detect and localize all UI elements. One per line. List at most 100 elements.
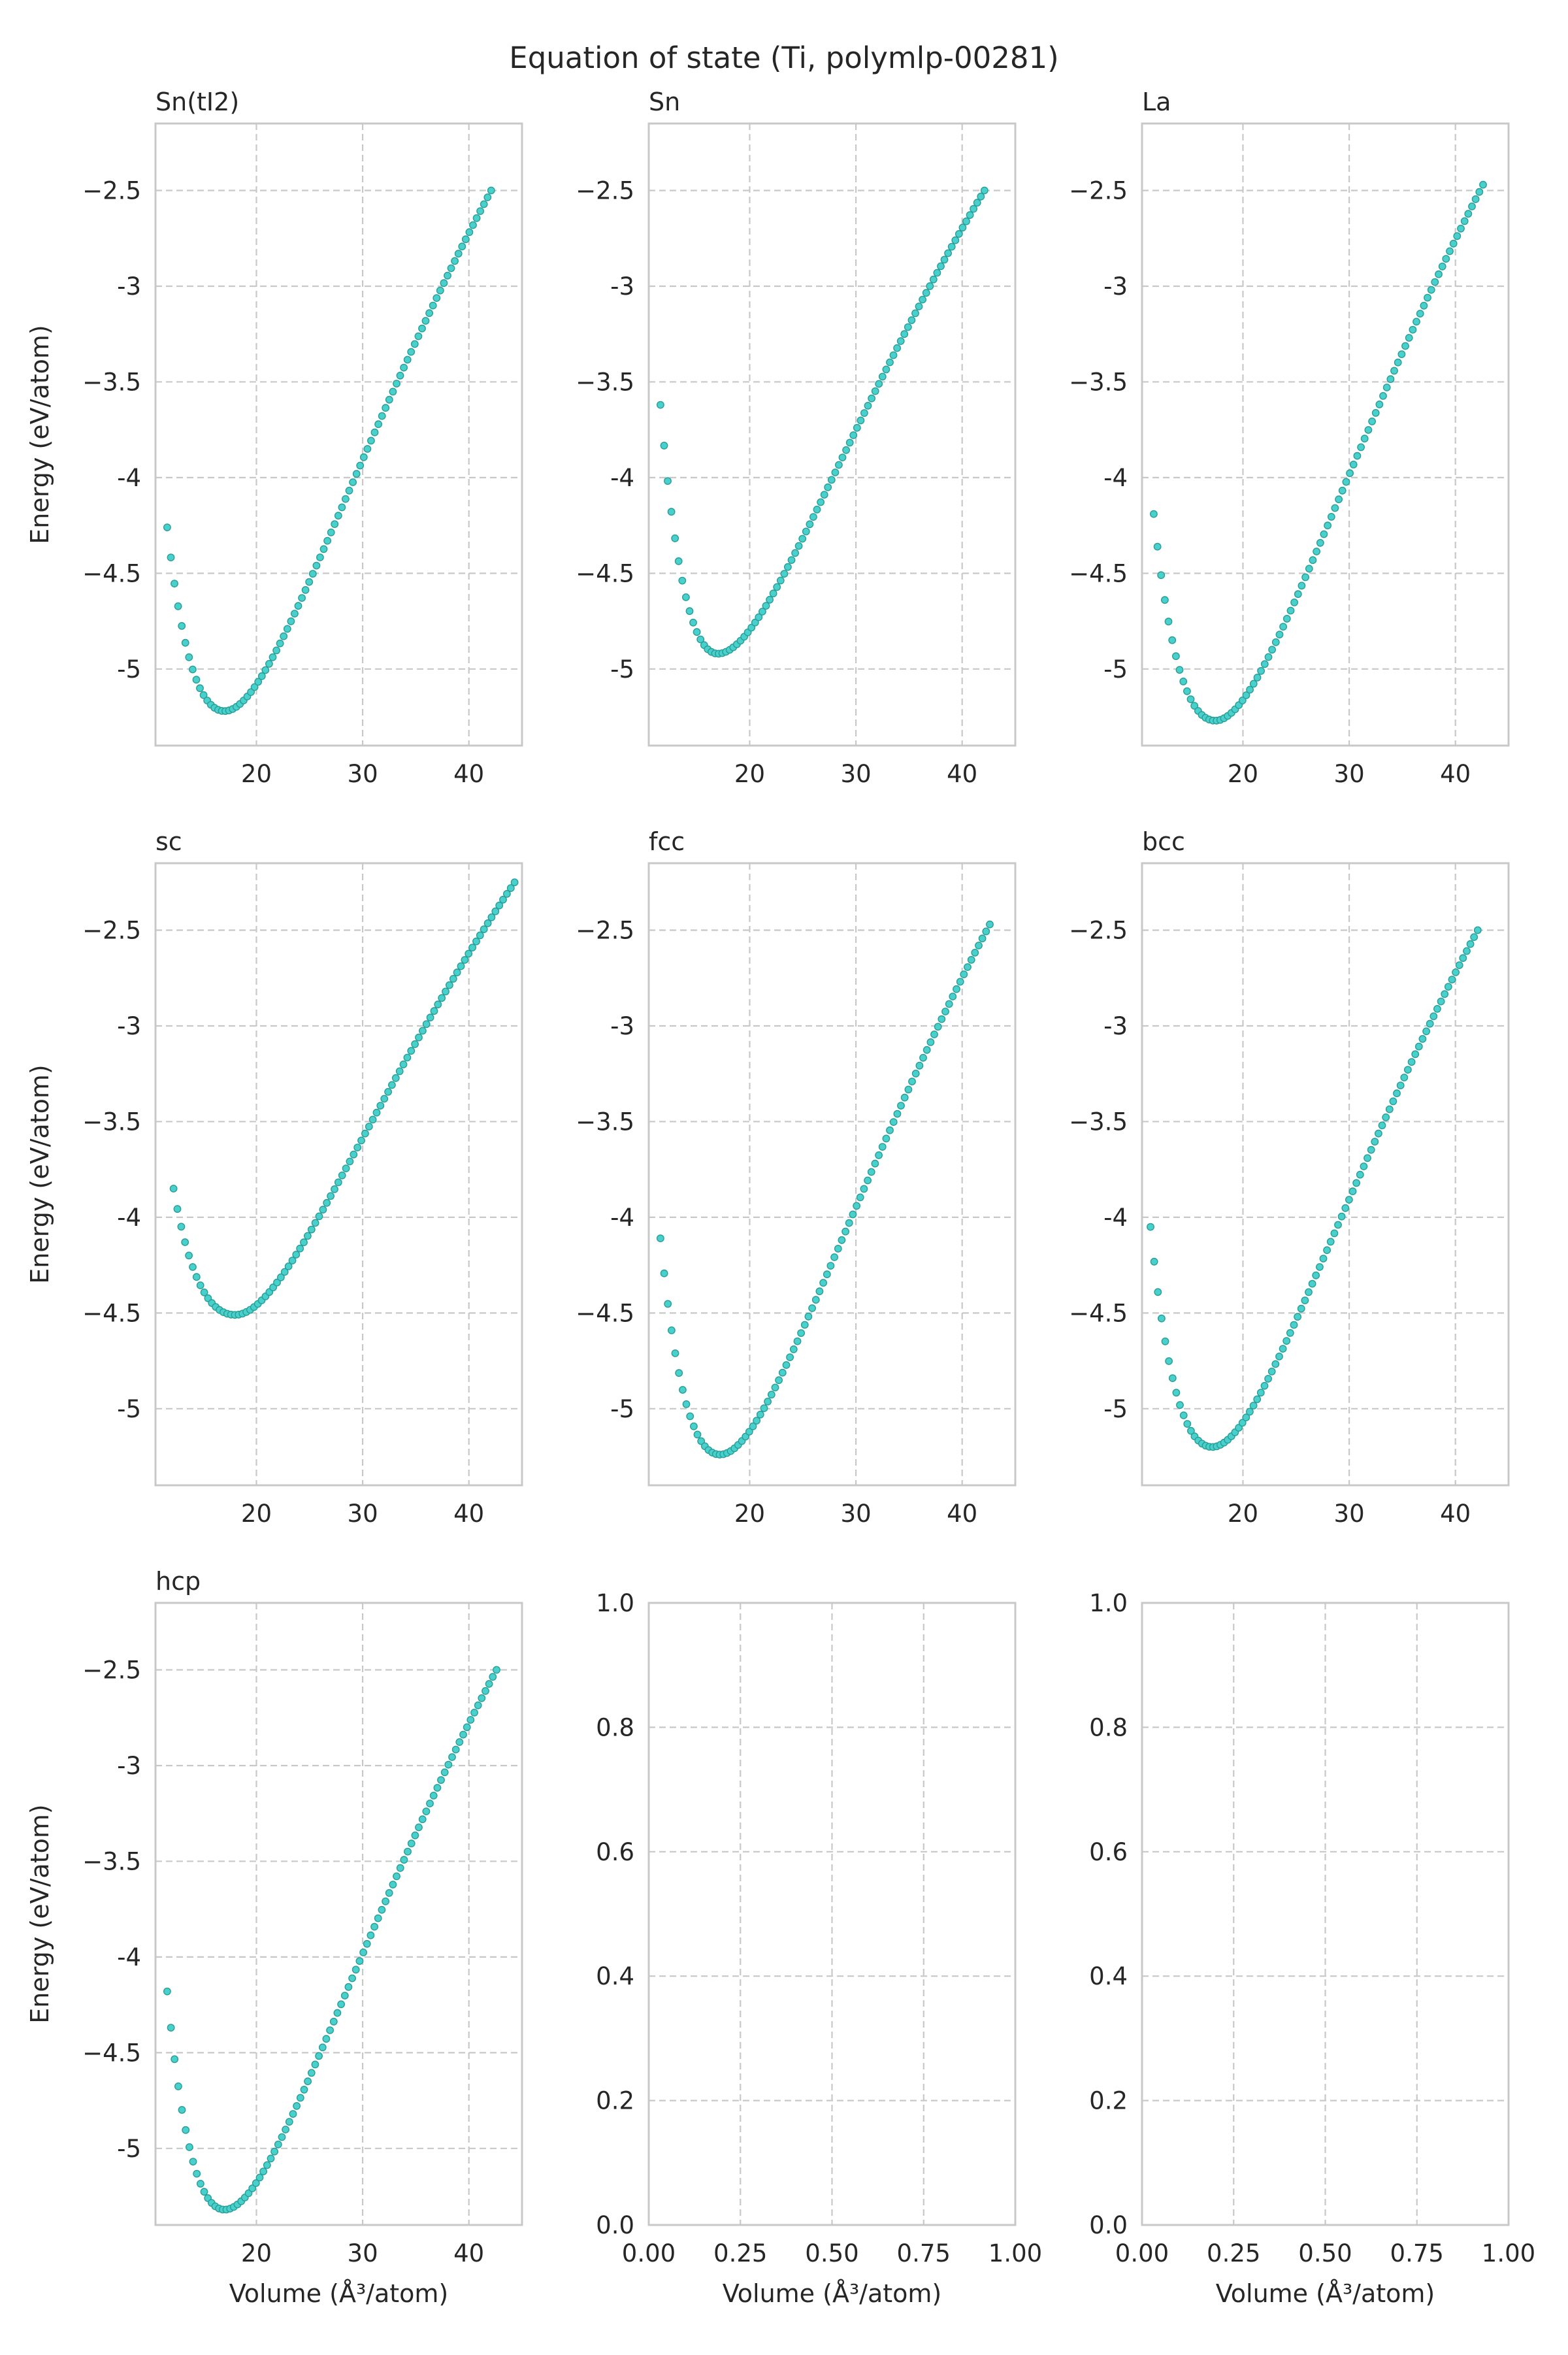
data-point: [485, 1680, 493, 1688]
data-point: [1471, 195, 1480, 203]
x-tick-label: 20: [734, 1500, 765, 1528]
data-point: [940, 255, 949, 264]
data-point: [487, 186, 495, 195]
data-point: [897, 1102, 905, 1110]
data-point: [422, 1807, 431, 1816]
data-point: [426, 1800, 434, 1807]
data-point: [842, 446, 851, 454]
data-point: [809, 513, 817, 521]
data-point: [391, 1074, 400, 1082]
data-point: [657, 1234, 664, 1243]
data-point: [1271, 638, 1280, 646]
data-point: [889, 351, 898, 359]
data-point: [1375, 401, 1384, 408]
data-point: [487, 913, 496, 921]
x-tick-label: 1.00: [988, 2239, 1042, 2267]
data-point: [1168, 1374, 1177, 1383]
data-point: [678, 576, 687, 585]
y-tick-label: −3.5: [576, 368, 634, 396]
data-point: [316, 553, 324, 561]
data-point: [429, 301, 437, 310]
data-point: [893, 344, 902, 352]
y-tick-label: −4.5: [576, 559, 634, 587]
data-point: [499, 895, 507, 904]
data-point: [1364, 426, 1373, 434]
data-point: [329, 2017, 338, 2026]
data-point: [773, 583, 781, 591]
y-axis-label: Energy (eV/atom): [25, 325, 54, 544]
data-point: [797, 1329, 806, 1338]
data-point: [1246, 1408, 1254, 1416]
data-point: [686, 1412, 694, 1421]
data-point: [1452, 968, 1460, 976]
y-tick-label: −4.5: [82, 559, 141, 587]
data-point: [1441, 990, 1449, 998]
data-point: [400, 363, 408, 372]
data-point: [951, 236, 960, 244]
data-point: [331, 1185, 338, 1193]
data-point: [900, 1093, 909, 1102]
data-point: [1444, 983, 1452, 991]
data-point: [189, 1263, 197, 1271]
data-point: [510, 878, 519, 887]
data-point: [196, 2179, 204, 2188]
data-point: [871, 387, 879, 395]
data-point: [1400, 1074, 1409, 1081]
data-point: [442, 987, 449, 996]
data-point: [350, 1150, 358, 1159]
data-point: [889, 1118, 898, 1127]
data-point: [747, 623, 756, 632]
data-point: [667, 508, 676, 516]
x-tick-label: 30: [348, 2239, 378, 2267]
data-point: [1286, 606, 1295, 615]
data-point: [178, 2105, 186, 2114]
data-point: [363, 445, 372, 453]
y-tick-label: −3.5: [1069, 368, 1128, 396]
data-point: [1256, 1389, 1265, 1397]
data-point: [1316, 1263, 1324, 1271]
data-point: [284, 1262, 293, 1270]
data-point: [1427, 286, 1435, 294]
data-point: [1290, 1321, 1298, 1329]
data-point: [411, 1831, 419, 1839]
data-point: [1396, 1081, 1405, 1090]
data-point: [1468, 202, 1476, 210]
data-point: [745, 1428, 753, 1436]
data-point: [764, 1397, 772, 1406]
data-point: [1175, 666, 1184, 674]
data-point: [327, 528, 335, 536]
data-point: [1305, 1288, 1313, 1296]
data-point: [1331, 504, 1339, 512]
panel-title: La: [1142, 88, 1171, 116]
data-point: [1405, 334, 1413, 342]
data-point: [287, 617, 295, 625]
data-point: [181, 1238, 189, 1246]
data-point: [1179, 678, 1188, 685]
data-point: [382, 404, 390, 412]
data-point: [296, 1244, 304, 1253]
figure-title: Equation of state (Ti, polymlp-00281): [509, 41, 1058, 75]
data-point: [915, 1061, 924, 1070]
data-point: [787, 556, 796, 564]
data-point: [385, 395, 393, 404]
data-point: [447, 264, 455, 272]
data-point: [437, 1776, 445, 1785]
data-point: [193, 2169, 201, 2178]
data-point: [248, 2184, 257, 2192]
data-point: [290, 610, 299, 618]
data-point: [444, 1760, 453, 1769]
data-point: [838, 1236, 846, 1244]
data-point: [355, 1957, 364, 1966]
data-point: [407, 348, 416, 356]
data-point: [192, 1273, 201, 1281]
y-tick-label: −2.5: [1069, 177, 1128, 205]
data-point: [448, 1753, 456, 1761]
data-point: [425, 309, 433, 318]
data-point: [1442, 255, 1450, 263]
data-point: [794, 542, 803, 550]
data-point: [403, 1053, 412, 1062]
data-point: [292, 1251, 301, 1259]
data-point: [664, 1300, 672, 1308]
data-point: [189, 2158, 197, 2166]
axes-frame: [647, 862, 1017, 1487]
